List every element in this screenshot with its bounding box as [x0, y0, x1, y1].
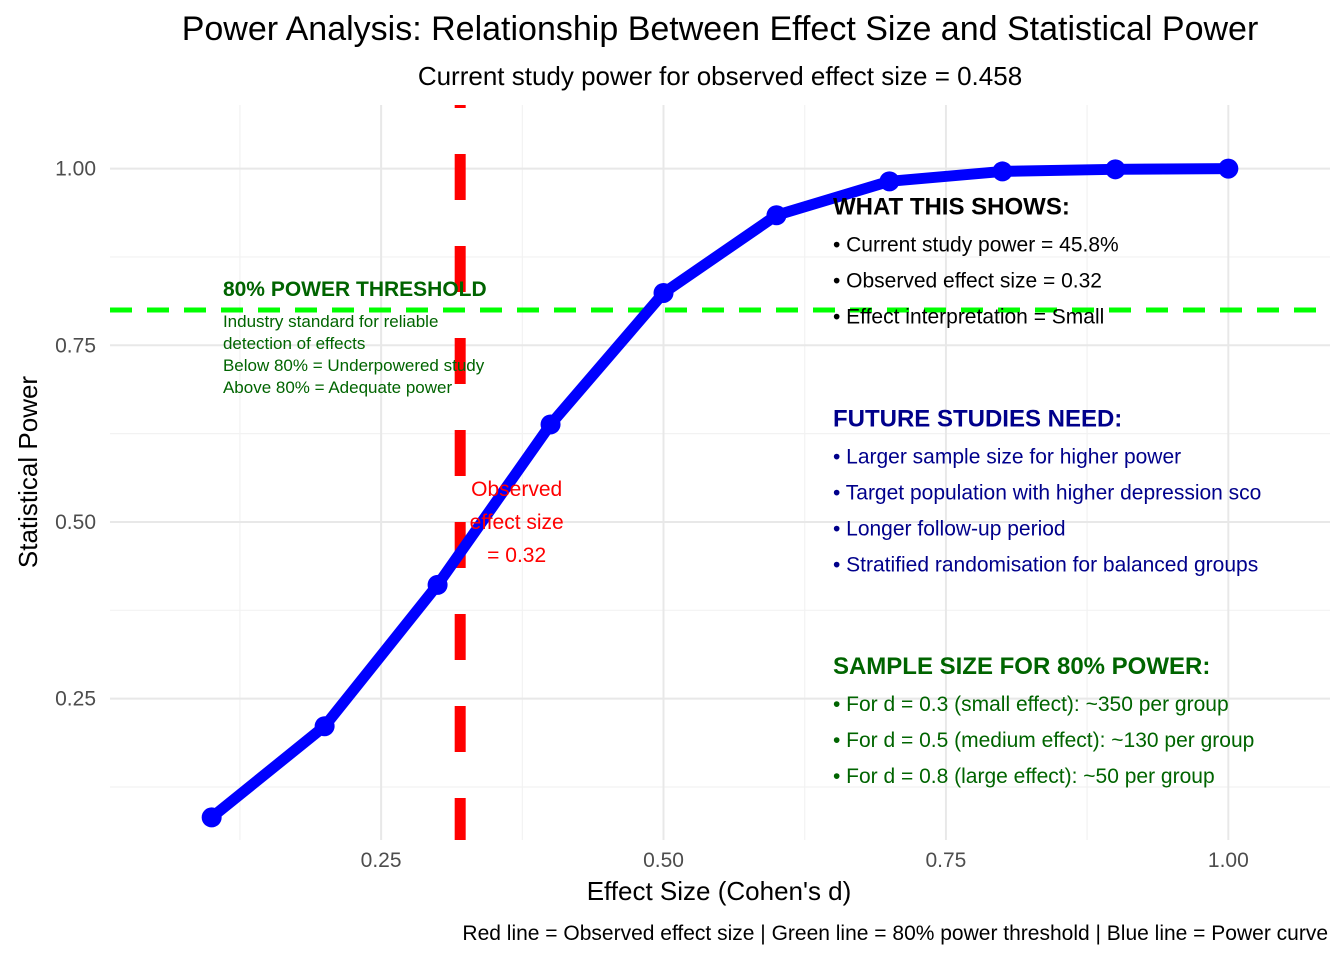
power-curve-point	[314, 716, 335, 737]
observed-effect-label: Observed	[471, 478, 562, 501]
chart-subtitle: Current study power for observed effect …	[418, 61, 1022, 91]
y-tick-label: 1.00	[55, 158, 96, 181]
reference-lines	[110, 105, 1330, 840]
power-curve-point	[879, 171, 900, 192]
threshold-note: Above 80% = Adequate power	[223, 378, 453, 397]
grid-major	[110, 105, 1330, 840]
y-tick-label: 0.50	[55, 511, 96, 534]
power-curve-point	[427, 574, 448, 595]
series-layer	[201, 158, 1239, 828]
y-tick-label: 0.25	[55, 688, 96, 711]
sample-size-item: • For d = 0.3 (small effect): ~350 per g…	[833, 693, 1229, 716]
power-curve-line	[206, 163, 1234, 823]
x-tick-label: 0.25	[361, 849, 402, 872]
power-curve-point	[992, 161, 1013, 182]
power-curve-point	[1105, 159, 1126, 180]
x-tick-label: 0.75	[925, 849, 966, 872]
threshold-note: detection of effects	[223, 334, 365, 353]
power-curve-point	[1218, 158, 1239, 179]
future-studies-item: • Longer follow-up period	[833, 518, 1066, 541]
future-studies-item: • Target population with higher depressi…	[833, 482, 1261, 505]
what-this-shows-item: • Effect interpretation = Small	[833, 306, 1104, 329]
threshold-title: 80% POWER THRESHOLD	[223, 278, 487, 301]
what-this-shows-item: • Current study power = 45.8%	[833, 234, 1119, 257]
chart-caption: Red line = Observed effect size | Green …	[462, 922, 1328, 945]
what-this-shows-item: • Observed effect size = 0.32	[833, 270, 1102, 293]
x-tick-label: 0.50	[643, 849, 684, 872]
chart-title: Power Analysis: Relationship Between Eff…	[182, 10, 1259, 48]
threshold-note: Industry standard for reliable	[223, 312, 438, 331]
power-curve-point	[201, 807, 222, 828]
annotation-layer: Observed effect size = 0.32 80% POWER THRES…	[223, 194, 1261, 788]
x-axis-label: Effect Size (Cohen's d)	[587, 876, 852, 906]
sample-size-item: • For d = 0.8 (large effect): ~50 per gr…	[833, 765, 1215, 788]
what-this-shows-title: WHAT THIS SHOWS:	[833, 194, 1070, 221]
y-axis-label: Statistical Power	[13, 376, 43, 569]
threshold-note: Below 80% = Underpowered study	[223, 356, 485, 375]
observed-effect-label: = 0.32	[487, 544, 546, 567]
power-curve-point	[540, 414, 561, 435]
power-curve-point	[653, 282, 674, 303]
grid-minor	[110, 105, 1330, 840]
future-studies-item: • Larger sample size for higher power	[833, 446, 1181, 469]
power-curve-point	[766, 205, 787, 226]
y-axis-ticks: 0.25 0.50 0.75 1.00	[55, 158, 96, 711]
future-studies-item: • Stratified randomisation for balanced …	[833, 554, 1258, 577]
sample-size-title: SAMPLE SIZE FOR 80% POWER:	[833, 653, 1210, 680]
sample-size-item: • For d = 0.5 (medium effect): ~130 per …	[833, 729, 1254, 752]
x-tick-label: 1.00	[1208, 849, 1249, 872]
x-axis-ticks: 0.25 0.50 0.75 1.00	[361, 849, 1249, 872]
y-tick-label: 0.75	[55, 334, 96, 357]
future-studies-title: FUTURE STUDIES NEED:	[833, 406, 1122, 433]
observed-effect-label: effect size	[470, 511, 564, 534]
